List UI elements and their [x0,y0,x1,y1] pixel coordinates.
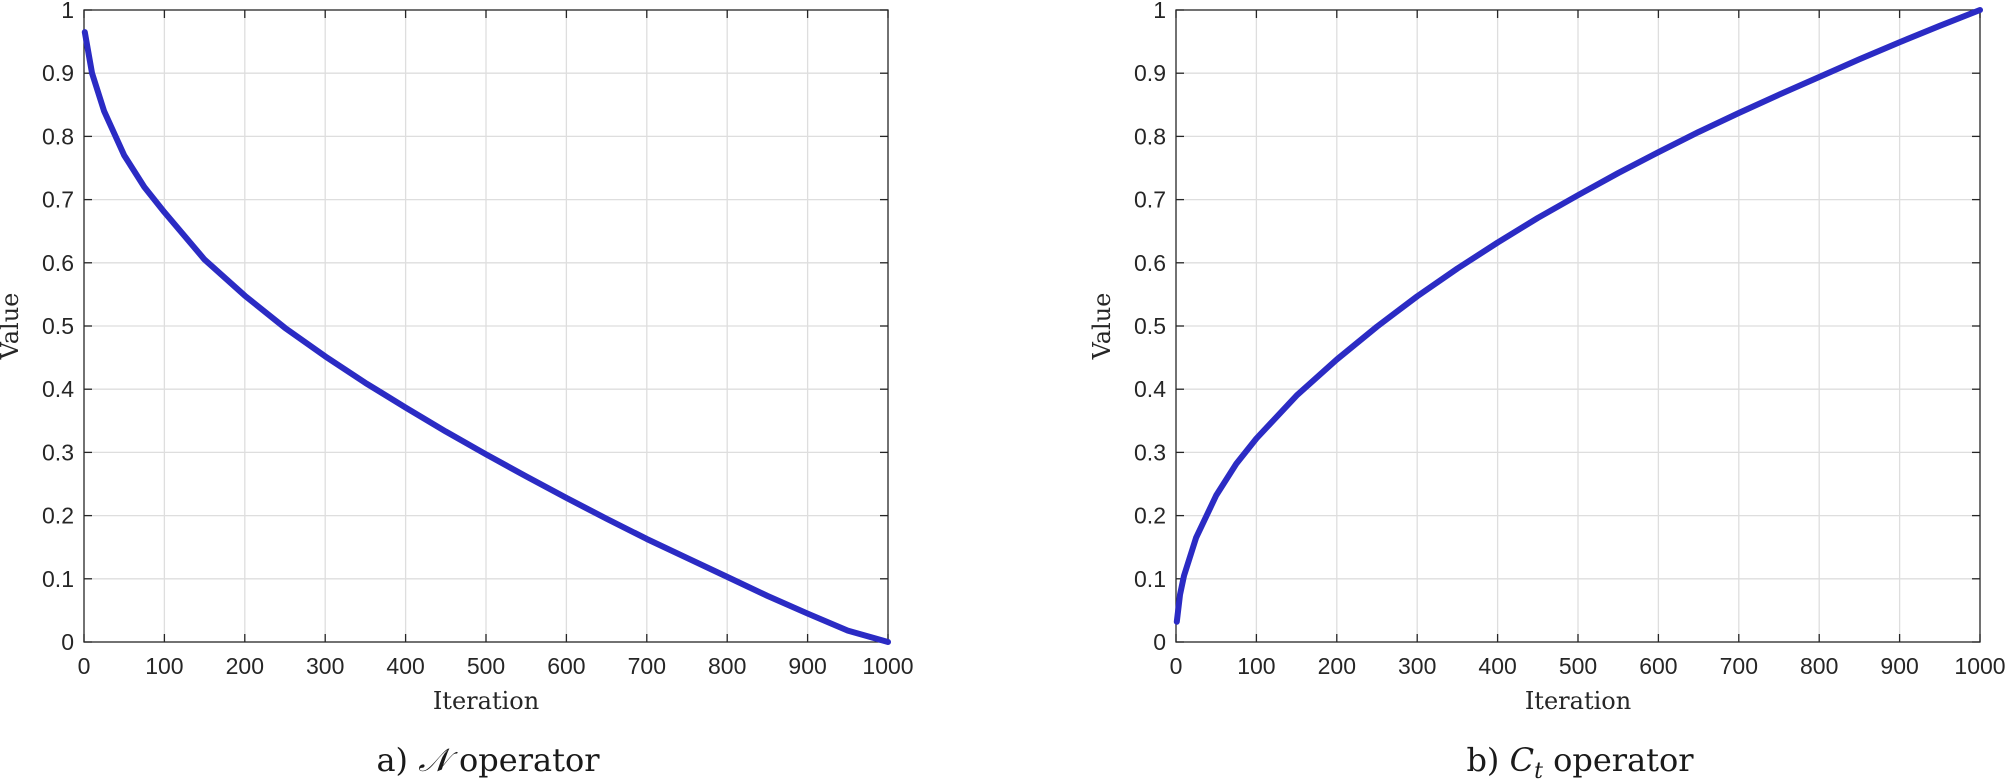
caption-a-suffix: operator [459,741,600,779]
chart-panel-b: 0 100 200 300 400 500 600 700 800 900 1000 0 0.1 0.2 0… [1088,0,2006,715]
a-x-tick-label-4: 400 [386,653,424,679]
a-x-tick-label-6: 600 [547,653,585,679]
a-y-tick-label-9: 0.9 [42,60,74,86]
b-y-tick-label-7: 0.7 [1134,187,1166,213]
b-x-axis-title: Iteration [1525,687,1631,715]
a-y-tick-label-8: 0.8 [42,123,74,149]
b-y-axis-title: Value [1088,293,1116,361]
a-x-tick-label-3: 300 [306,653,344,679]
a-y-axis-title: Value [0,293,24,361]
a-y-tick-label-10: 1 [61,0,74,23]
a-y-tick-label-7: 0.7 [42,187,74,213]
b-y-tick-label-6: 0.6 [1134,250,1166,276]
b-y-tick-label-1: 0.1 [1134,566,1166,592]
a-x-tick-label-7: 700 [628,653,666,679]
b-x-tick-label-7: 700 [1720,653,1758,679]
a-x-tick-label-9: 900 [788,653,826,679]
a-x-axis-title: Iteration [433,687,539,715]
b-y-tick-label-3: 0.3 [1134,439,1166,465]
b-x-tick-label-6: 600 [1639,653,1677,679]
b-y-tick-label-10: 1 [1153,0,1166,23]
b-y-tick-label-9: 0.9 [1134,60,1166,86]
a-x-tick-label-2: 200 [226,653,264,679]
a-x-tick-label-1: 100 [145,653,183,679]
a-y-tick-label-1: 0.1 [42,566,74,592]
caption-b: b) Ct operator [1466,741,1694,781]
caption-a: a) 𝒩 operator [376,741,600,779]
b-y-tick-label-2: 0.2 [1134,503,1166,529]
b-y-tick-label-5: 0.5 [1134,313,1166,339]
a-y-tick-label-5: 0.5 [42,313,74,339]
caption-b-suffix: operator [1553,741,1694,779]
b-y-tick-label-8: 0.8 [1134,123,1166,149]
a-y-tick-label-6: 0.6 [42,250,74,276]
a-x-tick-label-10: 1000 [862,653,913,679]
a-y-tick-label-3: 0.3 [42,439,74,465]
b-series-line-0 [1173,7,1983,625]
a-series-line-0 [81,29,891,645]
b-x-tick-label-8: 800 [1800,653,1838,679]
b-y-tick-label-4: 0.4 [1134,376,1166,402]
caption-a-prefix: a) [376,741,408,779]
b-x-tick-label-10: 1000 [1954,653,2005,679]
b-y-tick-label-0: 0 [1153,629,1166,655]
caption-a-symbol: 𝒩 [418,741,458,779]
a-y-tick-label-4: 0.4 [42,376,74,402]
b-x-tick-label-9: 900 [1880,653,1918,679]
b-x-tick-label-4: 400 [1478,653,1516,679]
a-x-tick-label-8: 800 [708,653,746,679]
a-y-tick-label-2: 0.2 [42,503,74,529]
caption-b-symbol: C [1510,741,1534,779]
b-x-tick-label-3: 300 [1398,653,1436,679]
caption-b-subscript: t [1534,759,1543,781]
caption-b-prefix: b) [1466,741,1499,779]
chart-panel-a: 0 100 200 300 400 500 600 700 800 900 1000 0 0.1 0.2 0… [0,0,914,715]
a-x-tick-label-0: 0 [78,653,91,679]
b-x-tick-label-5: 500 [1559,653,1597,679]
a-y-tick-label-0: 0 [61,629,74,655]
b-x-tick-label-1: 100 [1237,653,1275,679]
b-x-tick-label-2: 200 [1318,653,1356,679]
a-x-tick-label-5: 500 [467,653,505,679]
b-x-tick-label-0: 0 [1170,653,1183,679]
